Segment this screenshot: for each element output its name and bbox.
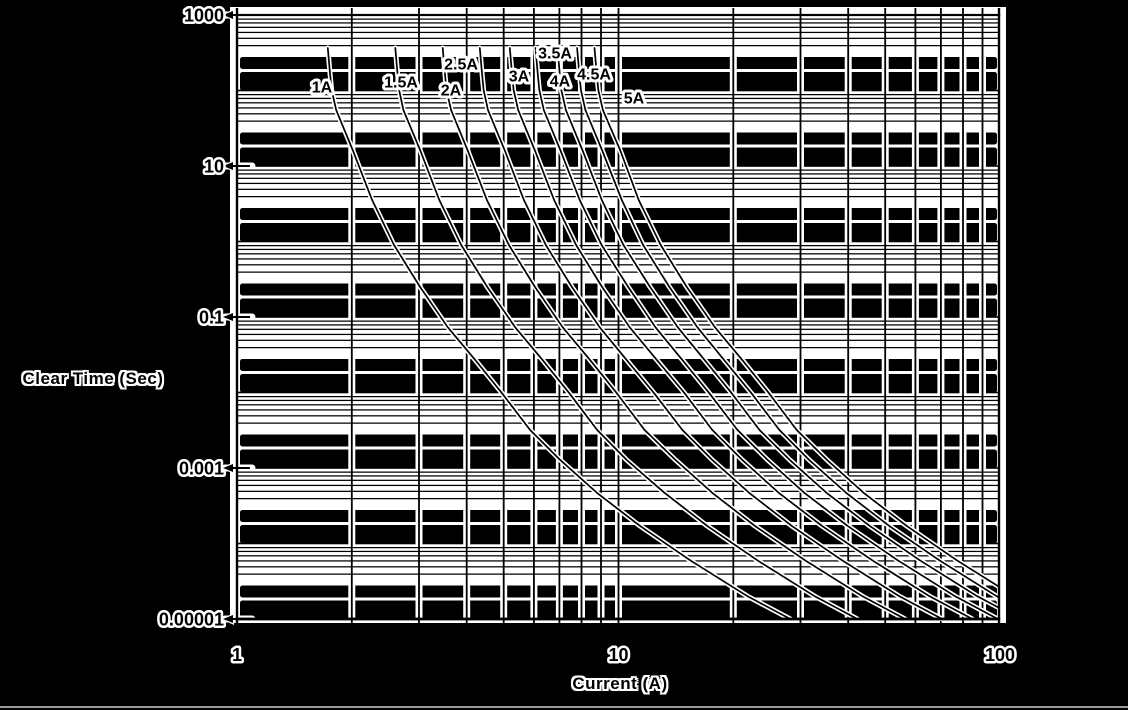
- plot-border: [235, 8, 1001, 623]
- curve-2A: [441, 47, 906, 620]
- x-tick-label: 1: [232, 645, 242, 665]
- top-border-line: [235, 13, 1001, 17]
- x-tick-label: 10: [608, 645, 628, 665]
- curve-3A: [508, 47, 974, 620]
- tick-labels: 1000 10 0.1 0.001 0.00001 1 10 100: [156, 3, 1017, 668]
- curve-label-2A: 2A: [441, 83, 462, 100]
- y-tick-label: 0.1: [199, 308, 224, 328]
- right-border-line: [997, 8, 1001, 623]
- curve-4A: [556, 47, 1000, 610]
- y-axis-line: [235, 8, 239, 623]
- curve-label-3A: 3A: [509, 69, 530, 86]
- curve-3.5A: [534, 47, 999, 620]
- curve-4.5A: [576, 47, 1000, 599]
- curve-5A: [593, 47, 1000, 589]
- tick-arrow-icon: [223, 11, 233, 19]
- curve-label-1.5A: 1.5A: [384, 75, 418, 92]
- curve-2.5A: [478, 47, 943, 620]
- x-axis-line: [235, 617, 1001, 621]
- tick-arrow-icon: [223, 313, 233, 321]
- curve-label-5A: 5A: [624, 91, 645, 108]
- curve-1A: [326, 47, 792, 620]
- curve-label-4.5A: 4.5A: [577, 67, 611, 84]
- scan-artifact-line: [0, 706, 1128, 708]
- curve-label-3.5A: 3.5A: [538, 46, 572, 63]
- y-tick-label: 10: [204, 157, 224, 177]
- curves: [325, 45, 1000, 622]
- y-tick-label: 1000: [184, 6, 224, 26]
- tick-arrow-icon: [223, 162, 233, 170]
- curve-1.5A: [394, 47, 859, 620]
- y-axis-title: Clear Time (Sec): [22, 369, 164, 388]
- tick-arrow-icon: [223, 464, 233, 472]
- curve-label-4A: 4A: [550, 74, 571, 91]
- curve-label-1A: 1A: [312, 80, 333, 97]
- tick-arrow-icon: [223, 615, 233, 623]
- y-tick-label: 0.00001: [159, 610, 224, 630]
- curve-labels: 1A 1.5A 2A 2.5A 3A 3.5A 4A 4.5A 5A: [309, 43, 648, 111]
- x-tick-label: 100: [985, 645, 1015, 665]
- vertical-gridlines: [350, 8, 984, 623]
- x-axis-title: Current (A): [572, 674, 668, 693]
- curve-label-2.5A: 2.5A: [444, 57, 478, 74]
- y-tick-label: 0.001: [179, 459, 224, 479]
